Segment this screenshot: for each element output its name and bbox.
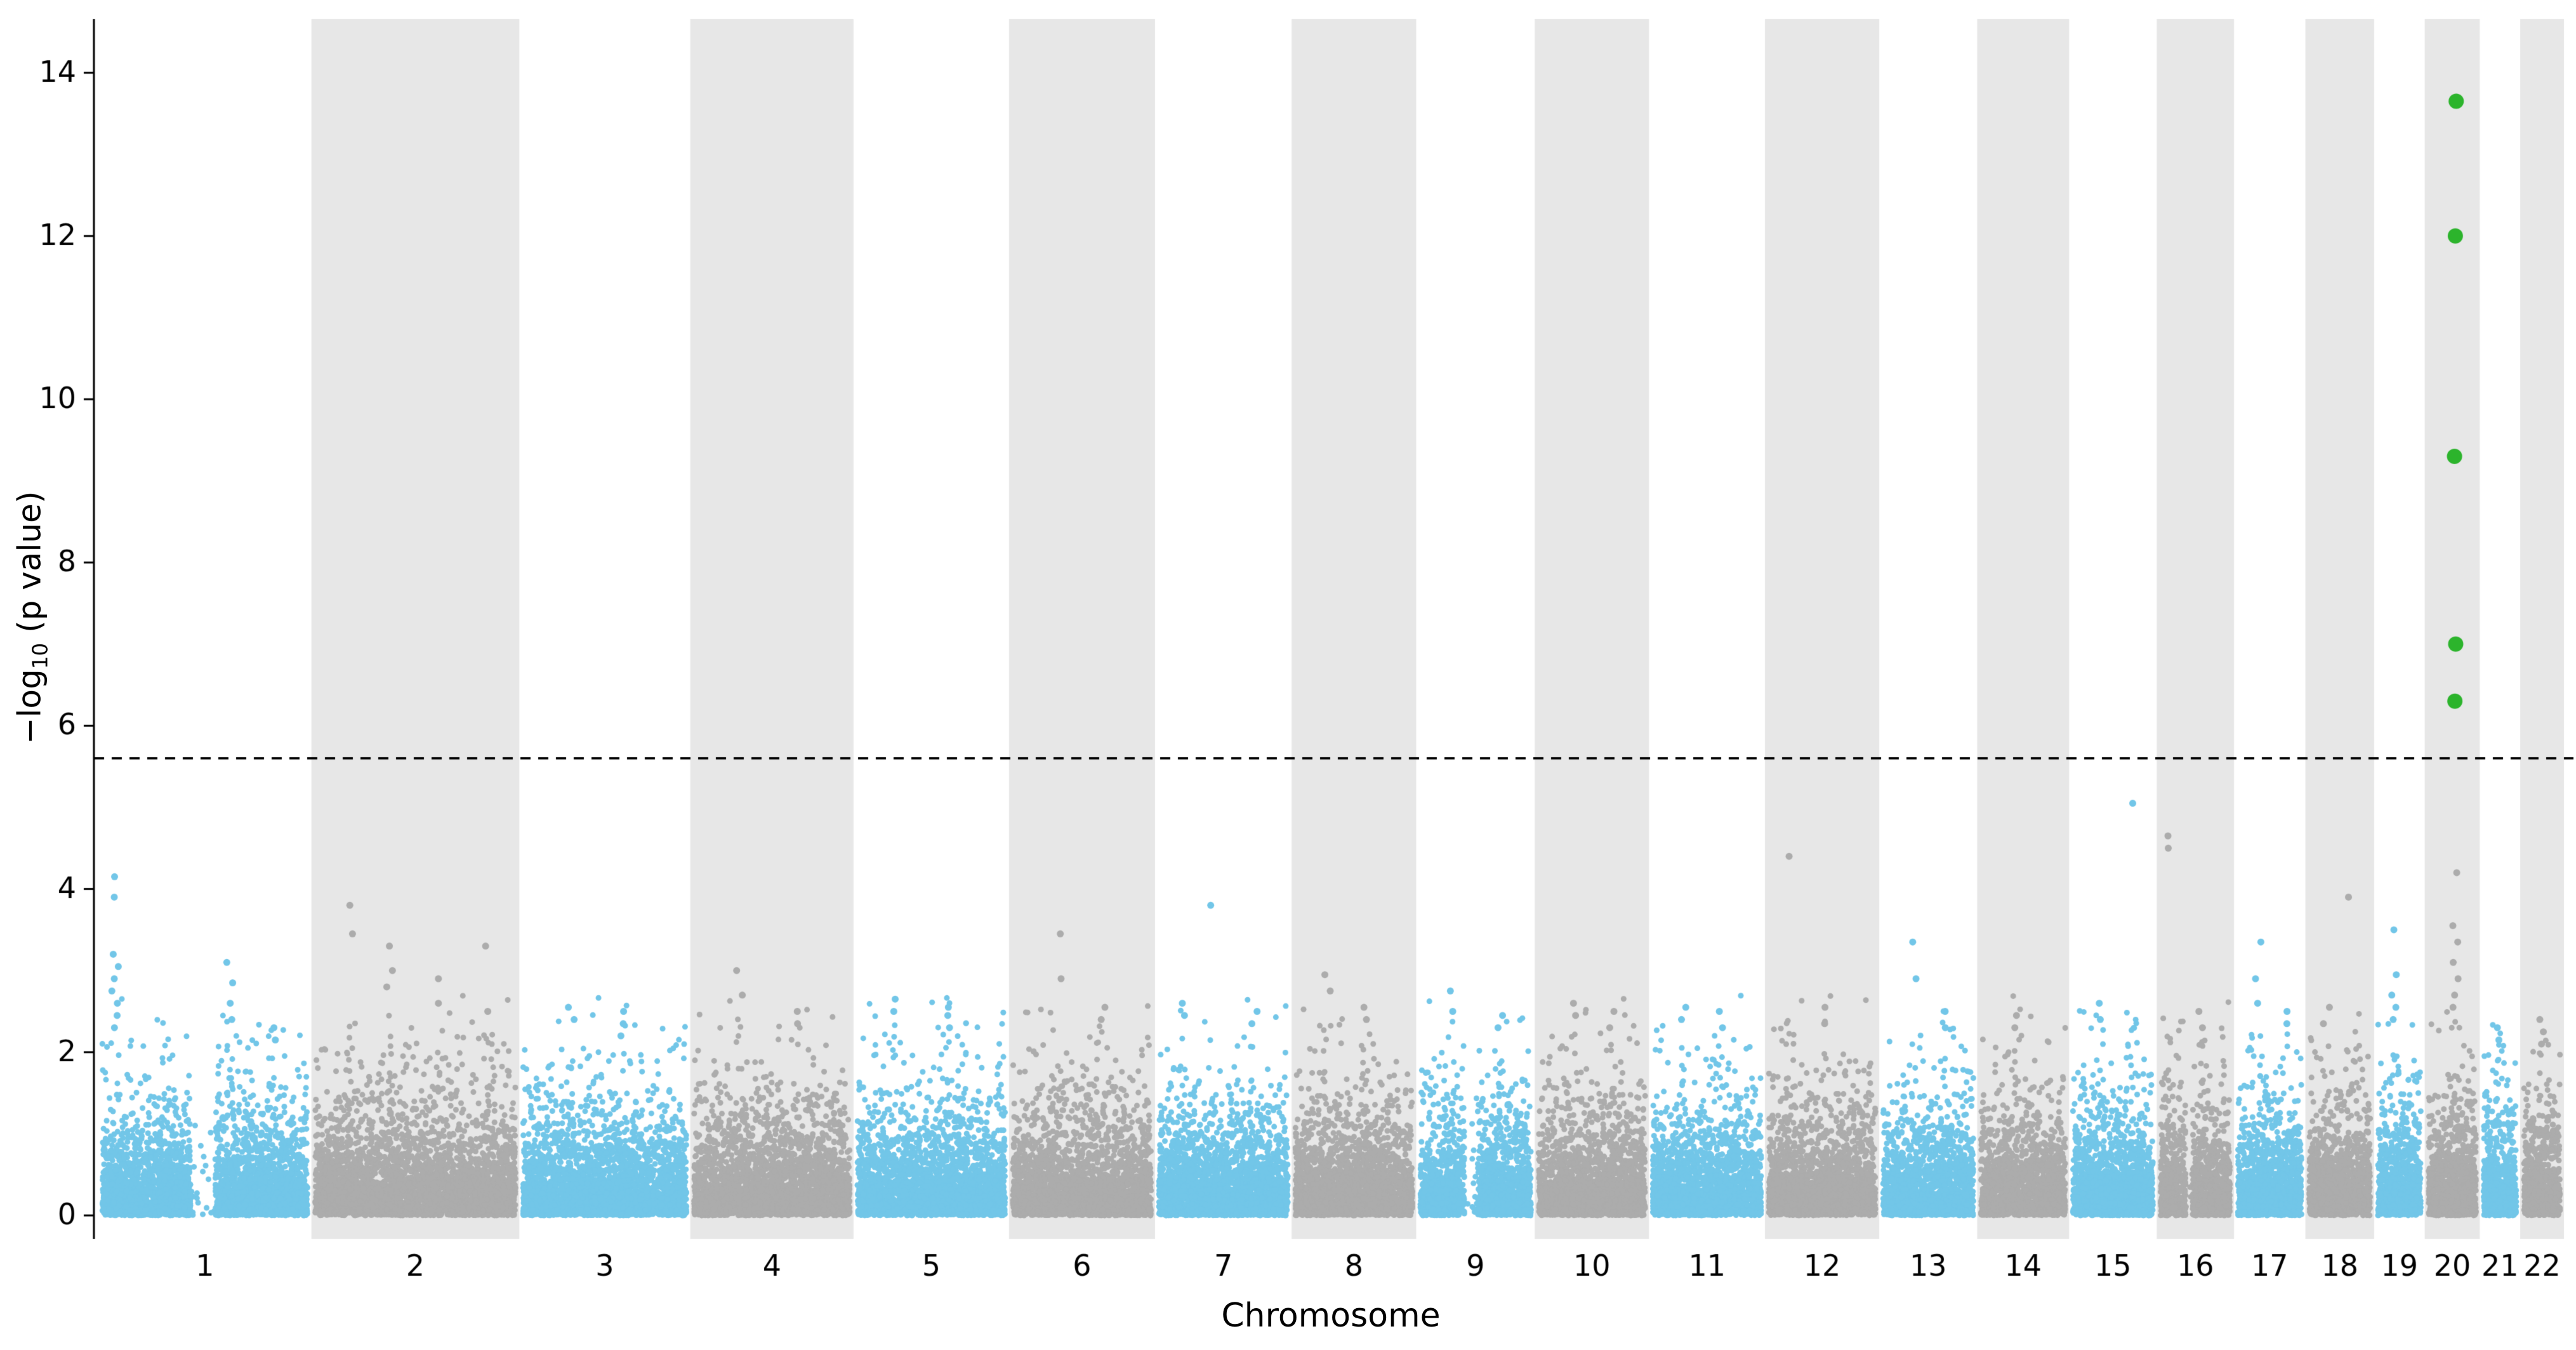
x-axis-label: Chromosome [1221, 1297, 1441, 1335]
y-axis-label-subscript: 10 [28, 642, 53, 670]
y-axis-label: −log10 (p value) [11, 491, 53, 744]
y-axis-label-prefix: −log [11, 669, 48, 744]
y-axis-label-suffix: (p value) [11, 491, 48, 643]
